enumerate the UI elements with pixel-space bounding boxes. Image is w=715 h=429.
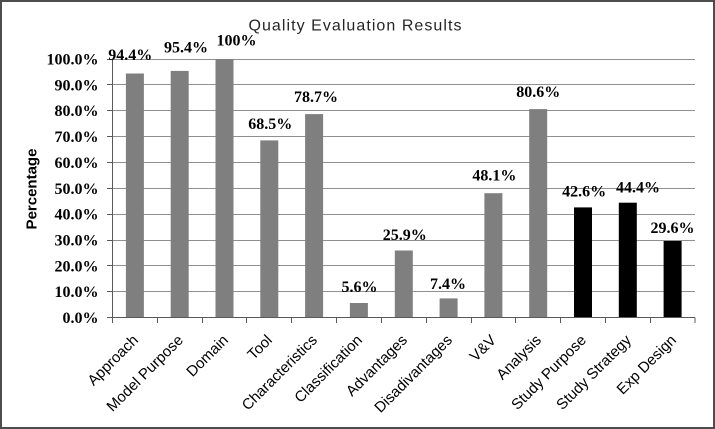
svg-text:Quality Evaluation Results: Quality Evaluation Results — [248, 18, 462, 35]
svg-text:Percentage: Percentage — [24, 149, 41, 230]
svg-text:100%: 100% — [217, 33, 257, 50]
svg-text:42.6%: 42.6% — [562, 184, 606, 201]
svg-text:29.6%: 29.6% — [651, 220, 695, 237]
svg-text:30.0%: 30.0% — [55, 233, 99, 250]
svg-text:70.0%: 70.0% — [55, 129, 99, 146]
svg-text:90.0%: 90.0% — [55, 77, 99, 94]
svg-text:10.0%: 10.0% — [55, 284, 99, 301]
svg-text:78.7%: 78.7% — [294, 89, 338, 106]
svg-text:7.4%: 7.4% — [430, 276, 466, 293]
svg-text:50.0%: 50.0% — [55, 181, 99, 198]
svg-text:80.0%: 80.0% — [55, 103, 99, 120]
svg-text:25.9%: 25.9% — [383, 227, 427, 244]
svg-text:100.0%: 100.0% — [47, 52, 99, 69]
svg-text:95.4%: 95.4% — [164, 40, 208, 57]
svg-text:68.5%: 68.5% — [248, 116, 292, 133]
svg-text:60.0%: 60.0% — [55, 155, 99, 172]
svg-text:20.0%: 20.0% — [55, 258, 99, 275]
svg-text:5.6%: 5.6% — [342, 279, 378, 296]
svg-text:80.6%: 80.6% — [516, 84, 560, 101]
svg-text:48.1%: 48.1% — [472, 168, 516, 185]
svg-text:40.0%: 40.0% — [55, 207, 99, 224]
svg-text:94.4%: 94.4% — [108, 47, 152, 64]
svg-text:0.0%: 0.0% — [63, 310, 99, 327]
svg-text:44.4%: 44.4% — [616, 180, 660, 197]
